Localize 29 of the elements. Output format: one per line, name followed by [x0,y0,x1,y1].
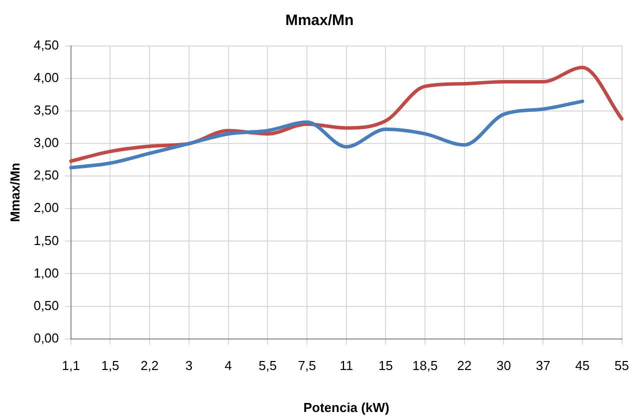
y-axis-title: Mmax/Mn [7,162,22,222]
y-tick-label: 3,50 [34,102,59,118]
y-tick-label: 4,00 [34,70,59,86]
x-tick-label: 55 [614,358,630,374]
y-tick-label: 2,00 [34,200,59,216]
y-tick-label: 1,00 [34,265,59,280]
x-tick-label: 15 [378,358,393,374]
x-tick-label: 1,5 [101,358,120,374]
x-tick-label: 37 [536,358,550,374]
chart-title: Mmax/Mn [285,12,354,30]
x-tick-label: 1,1 [62,358,80,374]
y-tick-label: 3,00 [34,135,59,150]
x-tick-label: 30 [496,358,511,374]
x-tick-label: 22 [457,358,472,374]
y-tick-label: 4,50 [34,38,59,53]
x-axis-title: Potencia (kW) [303,400,390,415]
y-tick-label: 0,00 [34,330,59,346]
x-tick-label: 2,2 [140,358,159,374]
x-tick-label: 4 [224,358,232,374]
x-tick-label: 7,5 [298,358,316,374]
y-tick-label: 0,50 [34,298,59,313]
x-tick-label: 3 [185,358,193,374]
x-tick-label: 45 [575,358,590,374]
x-tick-label: 5,5 [258,358,277,374]
y-tick-label: 1,50 [34,232,59,248]
y-tick-label: 2,50 [34,168,59,183]
line-series [69,100,584,170]
x-tick-label: 11 [340,358,354,374]
x-tick-label: 18,5 [412,358,438,374]
